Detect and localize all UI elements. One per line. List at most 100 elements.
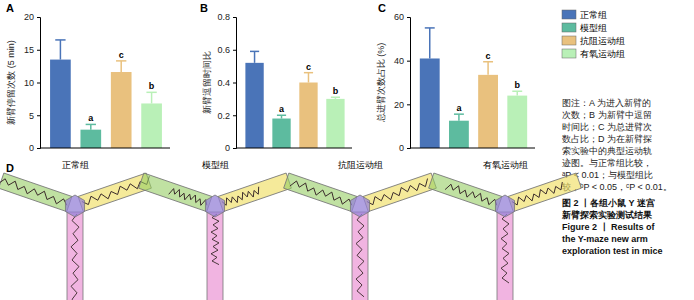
- error-bar-cap: [331, 96, 340, 98]
- error-bar-stem: [429, 28, 431, 59]
- panel: 0204060C总进臂次数占比 (%)acb: [376, 2, 535, 153]
- maze-arm: [429, 173, 502, 212]
- maze-arm-body: [508, 173, 581, 212]
- axis-title: 总进臂次数占比 (%): [376, 43, 386, 124]
- tick-label: 0.2: [217, 111, 230, 121]
- legend-swatch: [562, 49, 576, 58]
- annotation: c: [119, 50, 124, 60]
- tick-mark: [37, 83, 40, 84]
- maze-arm: [363, 173, 436, 212]
- annotation: a: [88, 113, 94, 123]
- tick-mark: [37, 115, 40, 116]
- x-axis: [236, 148, 352, 149]
- maze-arm-body: [352, 212, 368, 300]
- panel-d: D正常组模型组抗阻运动组有氧运动组: [0, 160, 581, 300]
- maze-arm-body: [218, 173, 291, 212]
- tick: 60: [394, 12, 410, 22]
- trajectory: [366, 179, 430, 208]
- error-bar-cap: [512, 90, 522, 92]
- tick-label: 60: [394, 12, 404, 22]
- plot-area: [245, 51, 344, 148]
- bar: [507, 96, 527, 148]
- maze-arm-body: [139, 173, 212, 212]
- error-bar-cap: [55, 39, 65, 41]
- trajectory: [211, 214, 219, 265]
- maze-arm: [497, 212, 513, 300]
- tick: 20: [394, 100, 410, 110]
- bar: [80, 130, 101, 148]
- tick: 5: [29, 111, 40, 121]
- x-axis: [410, 148, 535, 149]
- tick: 0: [225, 143, 236, 153]
- legend-swatch: [562, 36, 576, 45]
- trajectory: [290, 179, 354, 208]
- trajectory: [221, 187, 261, 207]
- legend-label: 正常组: [580, 10, 607, 20]
- panel-label: A: [6, 2, 14, 14]
- error-bar-stem: [308, 73, 310, 83]
- tick-mark: [233, 83, 236, 84]
- error-bar-cap: [425, 27, 435, 29]
- axis-title: 新臂停留次数 (5 min): [6, 40, 16, 125]
- legend-item: 模型组: [562, 23, 607, 33]
- error-bar-stem: [90, 124, 92, 129]
- bar: [420, 58, 440, 148]
- annotation: b: [333, 86, 339, 96]
- panel-label: B: [200, 2, 208, 14]
- figure-title: exploration test in mice: [562, 246, 663, 256]
- tick-label: 15: [24, 45, 34, 55]
- bar: [245, 63, 263, 148]
- error-bar: [304, 73, 313, 83]
- legend-swatch: [562, 10, 576, 19]
- legend: 正常组模型组抗阻运动组有氧运动组: [562, 10, 625, 59]
- caption-note: 次数；B 为新臂中逗留: [562, 110, 652, 120]
- bar: [449, 121, 469, 148]
- error-bar-stem: [458, 114, 460, 121]
- trajectory: [169, 187, 209, 207]
- trajectory: [501, 214, 509, 283]
- figure-title: 图 2 丨各组小鼠 Y 迷宫: [562, 198, 655, 208]
- error-bar: [454, 114, 464, 121]
- error-bar: [146, 92, 156, 103]
- panel-label: C: [378, 2, 386, 14]
- trajectory: [0, 176, 69, 207]
- tick-mark: [407, 104, 410, 105]
- annotation: a: [279, 104, 285, 114]
- group-label: 正常组: [62, 160, 89, 170]
- maze-arm-body: [363, 173, 436, 212]
- bar: [478, 75, 498, 148]
- error-bar-stem: [151, 92, 153, 103]
- tick-label: 5: [29, 111, 34, 121]
- tick: 20: [24, 12, 40, 22]
- caption-note: 迹图。与正常组比较，: [562, 158, 652, 168]
- error-bar-stem: [254, 51, 256, 62]
- y-maze: [0, 172, 153, 300]
- tick-mark: [407, 61, 410, 62]
- maze-center: [65, 195, 84, 217]
- error-bar: [483, 62, 493, 75]
- figure-title: 新臂探索实验测试结果: [561, 210, 653, 220]
- annotation: b: [515, 80, 521, 90]
- caption-note: 索实验中的典型运动轨: [562, 146, 652, 156]
- tick-label: 40: [394, 56, 404, 66]
- trajectory: [71, 214, 79, 300]
- trajectory: [445, 182, 499, 207]
- error-bar-cap: [116, 60, 126, 62]
- figure: 05101520A新臂停留次数 (5 min)acb正常组模型组抗阻运动组有氧运…: [0, 0, 694, 300]
- tick-mark: [407, 17, 410, 18]
- tick-mark: [37, 50, 40, 51]
- tick: 40: [394, 56, 410, 66]
- tick-mark: [233, 50, 236, 51]
- axis-title: 新臂逗留时间比: [202, 51, 212, 114]
- legend-label: 抗阻运动组: [580, 36, 625, 46]
- maze-arm-body: [207, 212, 223, 300]
- tick: 0.8: [217, 12, 236, 22]
- legend-swatch: [562, 23, 576, 32]
- group-label: 有氧运动组: [483, 160, 528, 170]
- error-bar: [331, 97, 340, 99]
- axis-line: [407, 18, 411, 149]
- maze-arm-body: [497, 212, 513, 300]
- legend-label: 有氧运动组: [580, 49, 625, 59]
- y-maze: [284, 173, 437, 300]
- tick: 10: [24, 78, 40, 88]
